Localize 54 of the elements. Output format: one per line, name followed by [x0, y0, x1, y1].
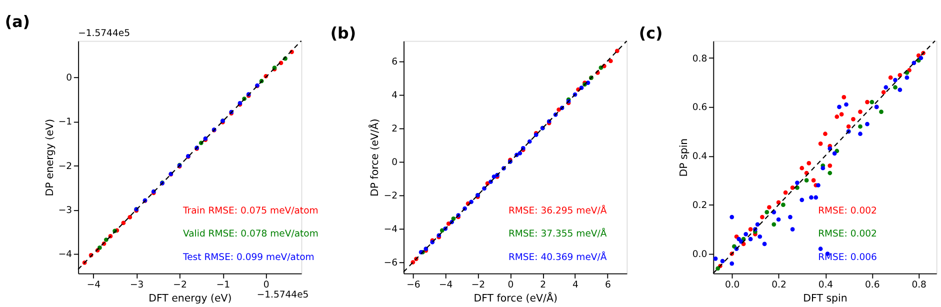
x-axis-title: DFT spin: [803, 294, 848, 305]
x-tick-label: 2: [540, 280, 546, 291]
x-tick-label: 0.8: [912, 280, 927, 291]
y-tick-label: −4: [384, 224, 398, 235]
y-tick-label: −2: [58, 160, 72, 172]
y-axis-title: DP force (eV/Å): [368, 118, 382, 197]
x-tick-label: −2: [471, 280, 486, 291]
y-tick-label: 4: [392, 90, 398, 101]
x-tick-label: 0.0: [724, 280, 740, 291]
x-tick-label: 0.2: [772, 280, 786, 291]
y-tick-label: −4: [58, 249, 72, 260]
x-tick-label: −1: [216, 280, 230, 291]
x-tick-label: −4: [86, 280, 101, 291]
y-axis-title: DP spin: [678, 138, 690, 177]
x-tick-label: 0: [263, 280, 270, 291]
x-axis-title: DFT energy (eV): [148, 294, 232, 305]
x-axis-title: DFT force (eV/Å): [474, 292, 558, 305]
annotation: Train RMSE: 0.075 meV/atom: [182, 205, 318, 216]
y-tick-label: 0.2: [692, 200, 708, 212]
x-tick-label: 0: [508, 280, 514, 291]
annotation: RMSE: 36.295 meV/Å: [508, 204, 608, 216]
y-axis-title: DP energy (eV): [44, 118, 56, 196]
x-tick-label: −3: [130, 280, 144, 291]
text: −1.5744e5: [78, 28, 130, 40]
annotation: RMSE: 0.002: [818, 228, 877, 240]
x-tick-label: 0.4: [818, 280, 834, 291]
x-tick-label: 6: [604, 280, 611, 291]
annotation: RMSE: 0.002: [818, 205, 877, 216]
y-tick-label: 0.4: [692, 151, 708, 162]
annotation: RMSE: 0.006: [818, 252, 878, 263]
x-tick-label: −2: [173, 280, 187, 291]
chart-title: (b): [330, 24, 356, 43]
annotation: Valid RMSE: 0.078 meV/atom: [182, 228, 318, 240]
x-tick-label: −6: [406, 280, 420, 291]
chart-title: (a): [4, 12, 30, 31]
chart-title: (c): [638, 23, 663, 42]
y-tick-label: −3: [58, 204, 72, 216]
y-tick-label: 0: [66, 72, 72, 84]
y-tick-label: 2: [392, 123, 398, 134]
y-tick-label: 0.0: [692, 249, 708, 260]
annotation: Test RMSE: 0.099 meV/atom: [182, 252, 314, 263]
y-tick-label: −6: [384, 258, 398, 269]
y-tick-label: −2: [384, 190, 398, 202]
y-tick-label: 0.8: [692, 53, 708, 64]
y-tick-label: −1: [58, 116, 72, 128]
y-tick-label: 0: [392, 156, 398, 168]
text: −1.5744e5: [256, 290, 309, 301]
x-tick-label: 4: [572, 280, 579, 291]
annotation: RMSE: 37.355 meV/Å: [508, 228, 608, 240]
x-tick-label: −4: [438, 280, 453, 291]
y-tick-label: 0.6: [692, 102, 708, 114]
x-tick-label: 0.6: [865, 280, 880, 291]
annotation: RMSE: 40.369 meV/Å: [508, 250, 608, 263]
y-tick-label: 6: [392, 56, 398, 68]
